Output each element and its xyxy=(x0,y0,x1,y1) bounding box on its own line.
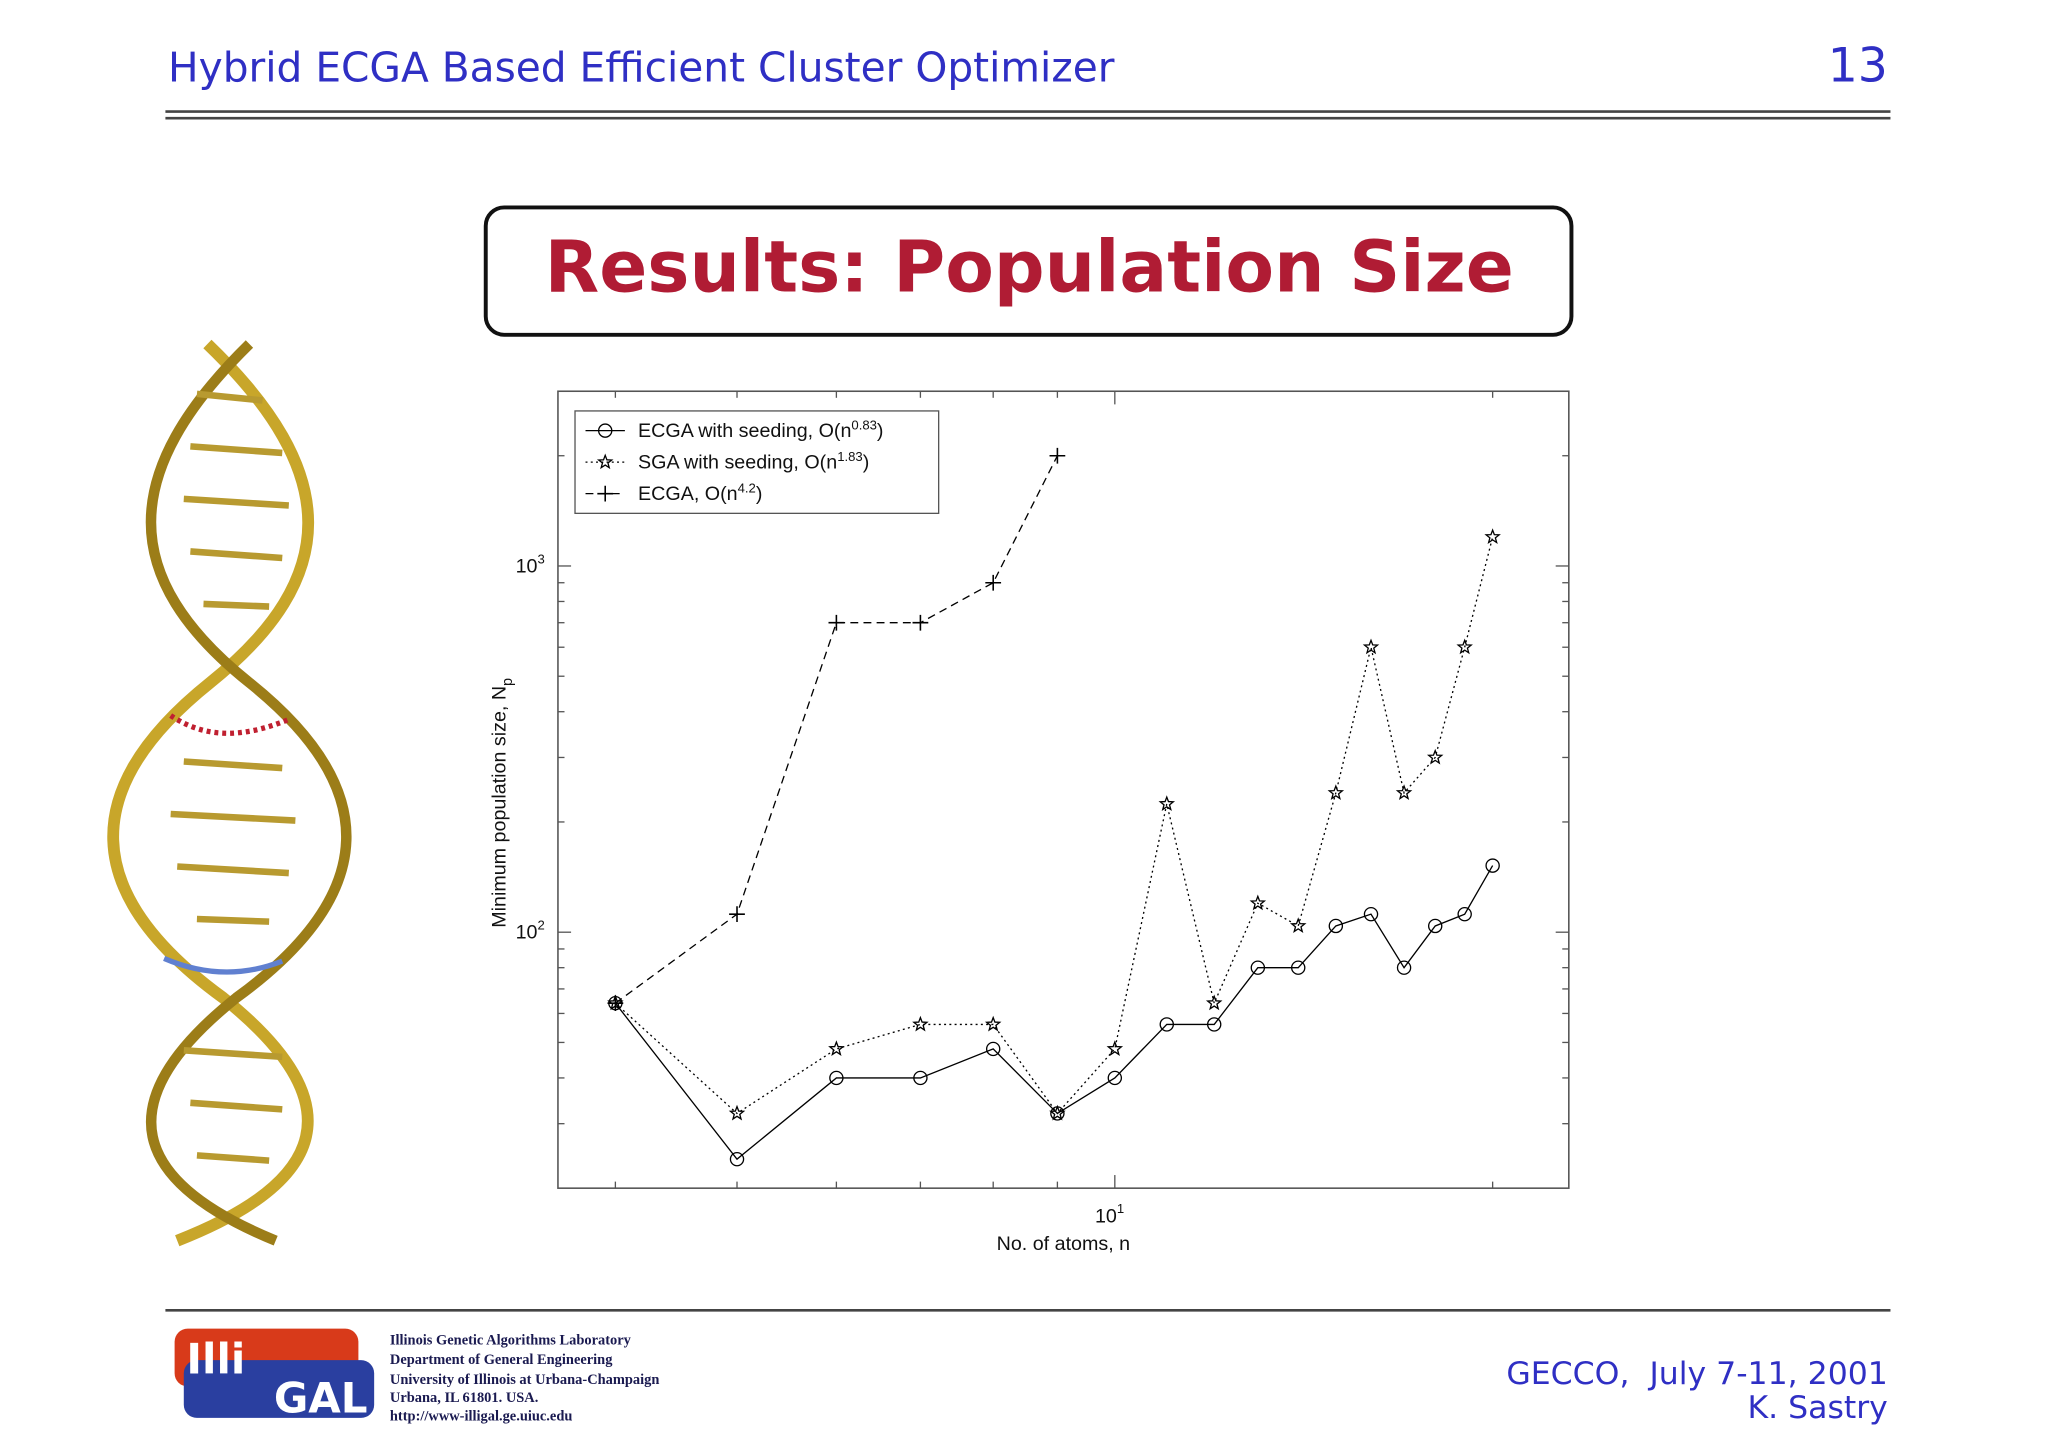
marker xyxy=(596,453,614,470)
legend-text: ) xyxy=(877,420,884,442)
slide-title: Results: Population Size xyxy=(545,225,1514,308)
conference: GECCO, July 7-11, 2001 xyxy=(1506,1356,1887,1392)
marker xyxy=(1049,447,1066,464)
logo-text: GAL xyxy=(274,1374,368,1423)
series-line xyxy=(614,536,1494,1115)
marker xyxy=(1484,528,1501,545)
marker xyxy=(912,1015,929,1032)
lab-line: http://www-illigal.ge.uiuc.edu xyxy=(390,1409,572,1425)
marker xyxy=(729,906,745,923)
marker xyxy=(829,1070,844,1086)
marker xyxy=(1049,1104,1066,1121)
marker xyxy=(1396,960,1412,975)
dna-illustration xyxy=(107,339,352,1247)
marker xyxy=(1395,784,1413,800)
legend-text: ECGA with seeding, O(n xyxy=(638,420,851,442)
legend-text: ) xyxy=(863,452,870,474)
y-tick-label-exp: 2 xyxy=(538,918,545,933)
plot-area xyxy=(557,390,1570,1189)
marker xyxy=(913,1070,928,1086)
title-box xyxy=(483,205,1574,337)
legend-exp: 1.83 xyxy=(837,449,863,464)
marker xyxy=(1206,1017,1222,1032)
marker xyxy=(1291,960,1306,975)
y-tick-label-base: 10 xyxy=(516,556,538,578)
marker xyxy=(984,1015,1002,1032)
marker xyxy=(1456,638,1473,655)
y-tick-label: 103 xyxy=(516,551,545,577)
x-tick-label: 101 xyxy=(1095,1201,1124,1227)
marker xyxy=(1426,748,1444,765)
marker xyxy=(1363,906,1379,922)
x-tick-label-base: 10 xyxy=(1095,1205,1117,1227)
marker xyxy=(1205,994,1223,1011)
marker xyxy=(985,1041,1001,1057)
marker xyxy=(729,1151,745,1167)
y-tick-label: 102 xyxy=(516,918,545,944)
marker xyxy=(912,614,929,631)
page-number: 13 xyxy=(1828,38,1888,93)
marker xyxy=(1106,1040,1124,1056)
marker xyxy=(597,423,613,438)
y-tick-label-base: 10 xyxy=(516,922,538,944)
marker xyxy=(1289,917,1307,933)
y-tick-label-exp: 3 xyxy=(538,551,545,566)
legend-entry: SGA with seeding, O(n1.83) xyxy=(638,449,869,474)
marker xyxy=(1457,906,1472,922)
y-axis-label: Minimum population size, Np xyxy=(488,678,516,928)
marker xyxy=(1159,1017,1174,1032)
marker xyxy=(1427,918,1443,934)
marker xyxy=(828,1040,845,1056)
marker xyxy=(1250,960,1266,975)
illigal-logo: Illi GAL xyxy=(174,1328,375,1423)
marker xyxy=(1158,795,1176,811)
y-axis-label-sub: p xyxy=(500,678,516,686)
legend-text: ) xyxy=(756,483,763,505)
legend-entry: ECGA with seeding, O(n0.83) xyxy=(638,417,883,442)
marker xyxy=(728,1104,746,1121)
author: K. Sastry xyxy=(1747,1390,1887,1426)
x-axis-label: No. of atoms, n xyxy=(997,1233,1130,1255)
lab-line: University of Illinois at Urbana-Champai… xyxy=(390,1372,660,1388)
marker xyxy=(985,574,1002,591)
series-line xyxy=(614,455,1058,1004)
legend-text: ECGA, O(n xyxy=(638,483,738,505)
legend-exp: 0.83 xyxy=(851,417,877,432)
legend-box xyxy=(574,410,940,515)
marker xyxy=(1249,894,1267,911)
series-line xyxy=(614,865,1494,1161)
marker xyxy=(1362,638,1380,655)
lab-line: Illinois Genetic Algorithms Laboratory xyxy=(390,1332,632,1348)
legend-exp: 4.2 xyxy=(738,480,756,495)
marker xyxy=(828,614,845,631)
lab-line: Department of General Engineering xyxy=(390,1352,613,1368)
marker xyxy=(607,995,624,1012)
legend-text: SGA with seeding, O(n xyxy=(638,452,837,474)
header-title: Hybrid ECGA Based Efficient Cluster Opti… xyxy=(168,43,1115,91)
x-tick-label-exp: 1 xyxy=(1117,1201,1124,1216)
logo-text: Illi xyxy=(186,1334,245,1383)
lab-line: Urbana, IL 61801. USA. xyxy=(390,1390,538,1406)
marker xyxy=(1485,858,1500,873)
marker xyxy=(597,485,614,502)
y-axis-label-main: Minimum population size, N xyxy=(488,686,510,928)
marker xyxy=(1327,784,1345,800)
legend-entry: ECGA, O(n4.2) xyxy=(638,480,762,505)
marker xyxy=(1328,918,1344,934)
marker xyxy=(1107,1070,1123,1086)
